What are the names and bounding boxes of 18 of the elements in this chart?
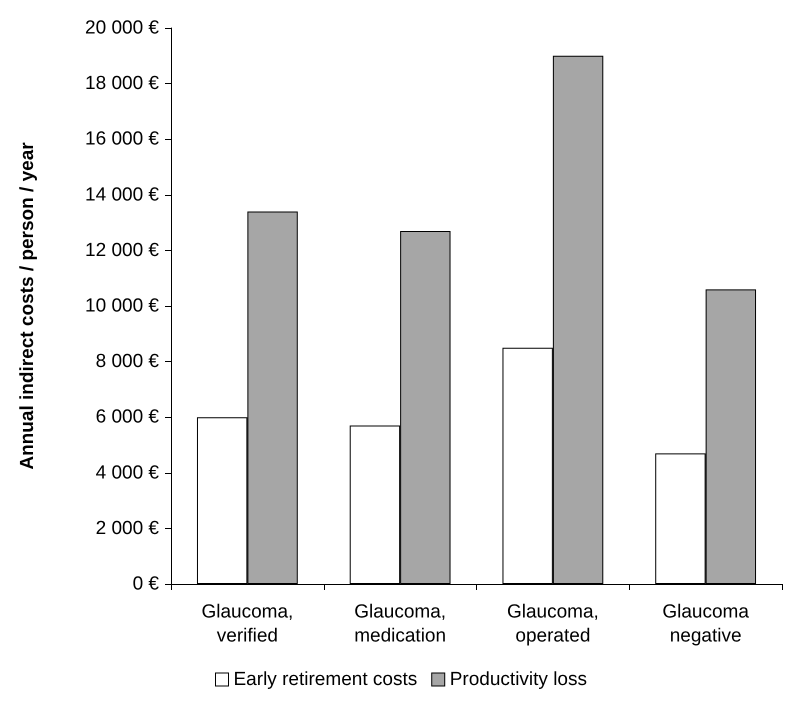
y-tick-label: 2 000 € [96, 518, 160, 539]
x-tick-label: Glaucoma, operated [506, 602, 599, 646]
legend-label: Early retirement costs [234, 669, 418, 690]
y-tick-label: 12 000 € [85, 240, 160, 261]
y-axis-title: Annual indirect costs / person / year [17, 142, 38, 470]
legend-label: Productivity loss [450, 669, 588, 690]
y-tick-label: 20 000 € [85, 18, 160, 38]
y-tick-label: 0 € [132, 574, 160, 594]
y-tick-label: 6 000 € [96, 406, 160, 428]
y-tick-label: 18 000 € [85, 73, 160, 94]
y-tick-label: 8 000 € [96, 351, 160, 372]
x-tick-label: Glaucoma negative [662, 602, 750, 646]
y-tick-label: 10 000 € [85, 296, 160, 316]
y-tick-label: 16 000 € [85, 128, 160, 150]
x-tick-label: Glaucoma, verified [201, 602, 294, 646]
x-tick-label: Glaucoma, medication [354, 602, 446, 646]
y-tick-label: 14 000 € [85, 184, 160, 206]
y-tick-label: 4 000 € [96, 462, 160, 484]
